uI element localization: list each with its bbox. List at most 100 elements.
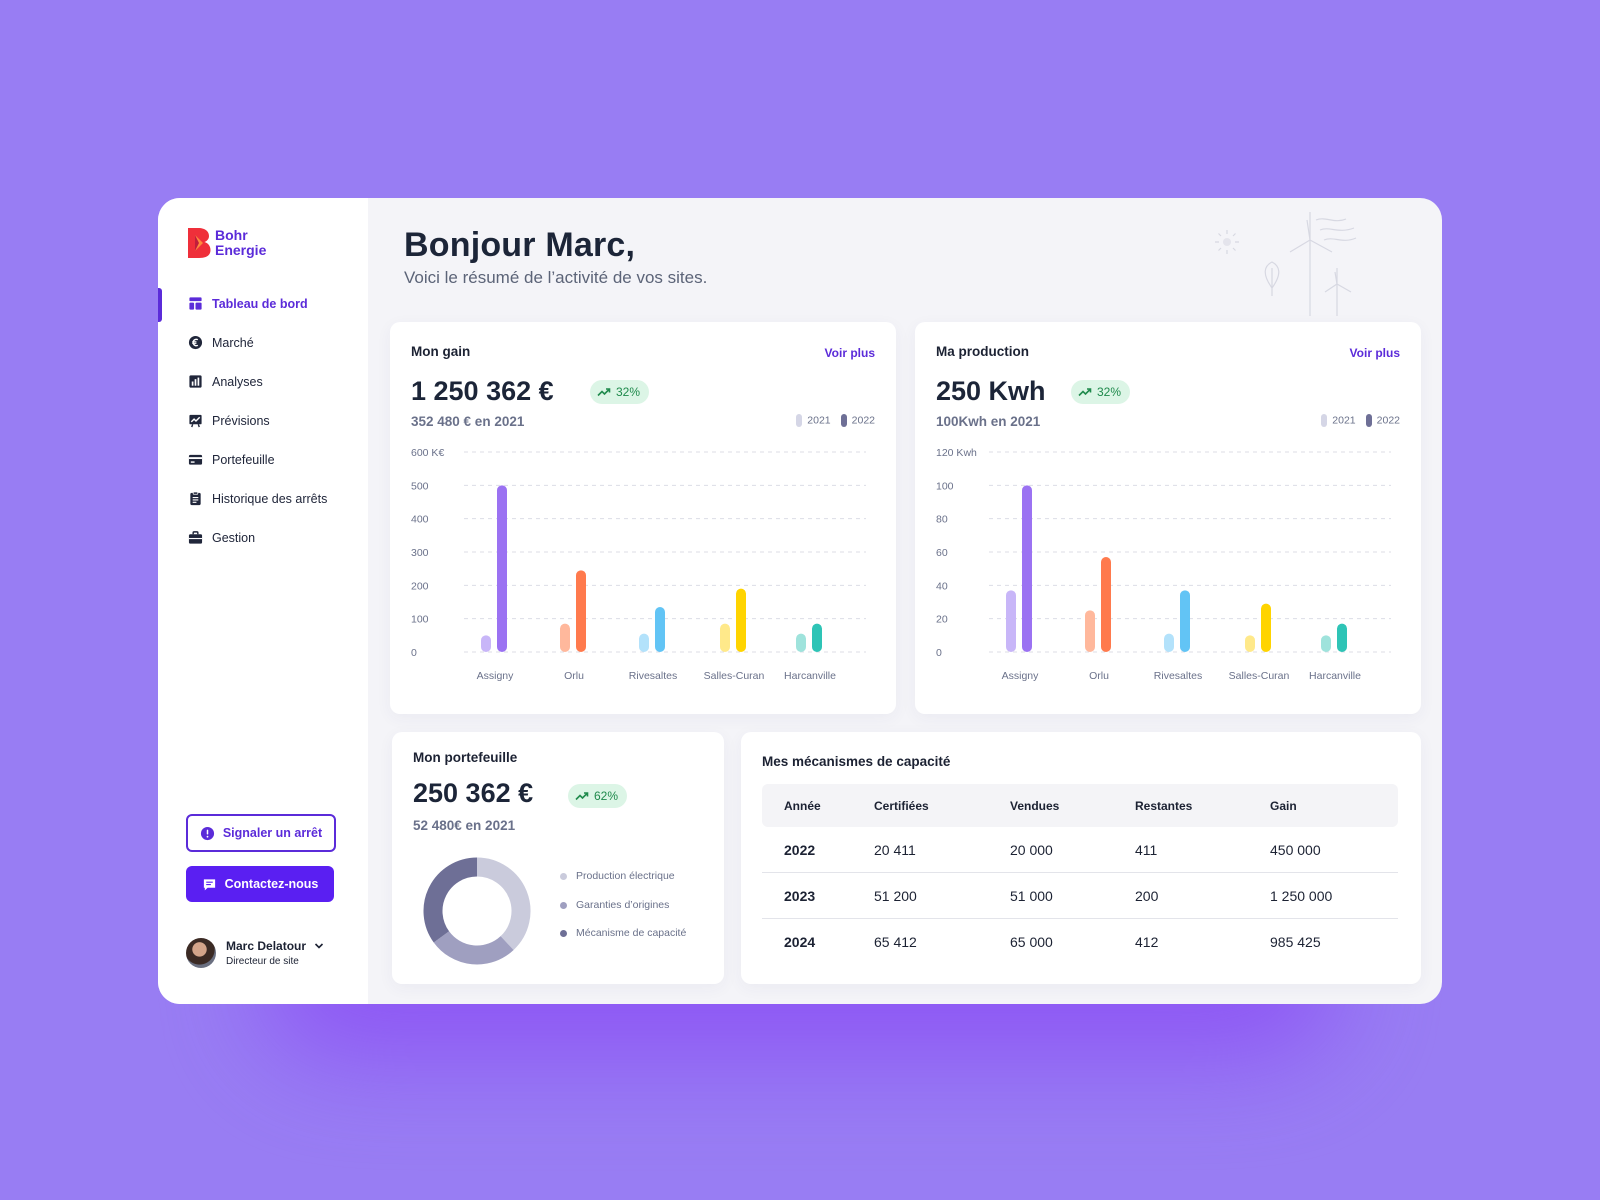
table-cell: 20 000 (1010, 841, 1053, 858)
report-stop-button[interactable]: Signaler un arrêt (186, 814, 336, 852)
trend-value: 32% (616, 385, 641, 399)
gain-value: 1 250 362 € (411, 376, 554, 406)
capacity-card: Mes mécanismes de capacité Année Certifi… (741, 732, 1421, 984)
briefcase-icon (188, 530, 203, 545)
user-menu[interactable]: Marc Delatour Directeur de site (186, 938, 324, 968)
column-header: Année (784, 798, 821, 813)
bar-2022-harcanville[interactable] (812, 623, 822, 652)
avatar (186, 938, 216, 968)
nav-item-stop-history[interactable]: Historique des arrêts (158, 479, 368, 518)
trend-value: 32% (1097, 385, 1122, 399)
nav-label: Historique des arrêts (212, 491, 328, 506)
chat-icon (203, 878, 215, 890)
x-tick-label: Assigny (1002, 670, 1040, 682)
trend-up-icon (575, 792, 589, 801)
contact-button[interactable]: Contactez-nous (186, 866, 334, 902)
brand-logo[interactable]: Bohr Energie (186, 226, 266, 260)
app-window: Bohr Energie Tableau de bord Marché (158, 198, 1442, 1004)
page-subtitle: Voici le résumé de l’activité de vos sit… (404, 268, 708, 287)
bar-2022-salles-curan[interactable] (1261, 603, 1271, 652)
trend-badge: 32% (1071, 380, 1131, 404)
donut-slice-1[interactable] (433, 930, 514, 965)
production-previous-year: 100Kwh en 2021 (936, 414, 1041, 429)
table-row[interactable]: 2022 20 411 20 000 411 450 000 (762, 827, 1398, 873)
production-see-more-link[interactable]: Voir plus (1349, 346, 1400, 360)
dashboard-icon (188, 296, 203, 311)
y-tick-label: 600 K€ (411, 447, 444, 459)
brand-name-line1: Bohr (215, 227, 248, 243)
legend-item-2021: 2021 (1321, 414, 1356, 427)
x-tick-label: Harcanville (784, 670, 836, 682)
brand-logo-icon (188, 228, 211, 258)
bar-2022-orlu[interactable] (576, 570, 586, 652)
bar-2021-orlu[interactable] (1085, 610, 1095, 652)
bar-2021-orlu[interactable] (560, 623, 570, 652)
nav-item-forecasts[interactable]: Prévisions (158, 401, 368, 440)
y-tick-label: 500 (411, 480, 429, 492)
nav-item-portfolio[interactable]: Portefeuille (158, 440, 368, 479)
portfolio-card: Mon portefeuille 250 362 € 62% 52 480€ e… (392, 732, 724, 984)
gain-see-more-link[interactable]: Voir plus (824, 346, 875, 360)
nav-item-dashboard[interactable]: Tableau de bord (158, 284, 368, 323)
bar-2022-rivesaltes[interactable] (655, 607, 665, 652)
donut-slice-2[interactable] (423, 857, 478, 943)
bar-2022-rivesaltes[interactable] (1180, 590, 1190, 652)
trend-value: 62% (594, 789, 619, 803)
bar-2022-harcanville[interactable] (1337, 623, 1347, 652)
gain-previous-year: 352 480 € en 2021 (411, 414, 525, 429)
euro-icon (188, 335, 203, 350)
y-tick-label: 100 (936, 480, 954, 492)
legend-item-production: Production électrique (560, 870, 675, 882)
column-header: Certifiées (874, 798, 929, 813)
forecast-icon (188, 413, 203, 428)
y-tick-label: 200 (411, 580, 429, 592)
trend-badge: 62% (568, 784, 628, 808)
alert-icon (200, 826, 214, 840)
table-cell: 2022 (784, 841, 816, 858)
bar-2021-rivesaltes[interactable] (1164, 633, 1174, 652)
bar-2022-salles-curan[interactable] (736, 588, 746, 652)
bar-2021-salles-curan[interactable] (1245, 635, 1255, 652)
table-row[interactable]: 2024 65 412 65 000 412 985 425 (762, 919, 1398, 965)
legend-item-2022: 2022 (1365, 414, 1400, 427)
gain-bar-chart: 0 100 200 300 400 500 600 K€ Assigny Orlu Rivesal… (411, 447, 866, 682)
bar-2021-harcanville[interactable] (796, 633, 806, 652)
table-cell: 1 250 000 (1270, 887, 1333, 904)
table-cell: 985 425 (1270, 934, 1321, 950)
production-card: Ma production Voir plus 250 Kwh 32% 100K… (915, 322, 1421, 714)
nav-item-analyses[interactable]: Analyses (158, 362, 368, 401)
nav-label: Analyses (212, 374, 263, 389)
x-tick-label: Orlu (1089, 670, 1109, 682)
production-bar-chart: 0 20 40 60 80 100 120 Kwh Assigny Orlu Rivesaltes… (936, 447, 1391, 682)
bar-2021-salles-curan[interactable] (720, 623, 730, 652)
nav-item-market[interactable]: Marché (158, 323, 368, 362)
table-cell: 200 (1135, 887, 1159, 904)
user-role: Directeur de site (226, 956, 299, 967)
legend-item-capacity: Mécanisme de capacité (560, 927, 686, 939)
bar-2021-rivesaltes[interactable] (639, 633, 649, 652)
bar-2021-harcanville[interactable] (1321, 635, 1331, 652)
portfolio-previous-year: 52 480€ en 2021 (413, 818, 516, 833)
y-tick-label: 120 Kwh (936, 447, 977, 459)
portfolio-donut-chart (423, 857, 531, 965)
contact-label: Contactez-nous (224, 877, 319, 891)
bar-2022-assigny[interactable] (497, 485, 507, 652)
x-tick-label: Rivesaltes (629, 670, 677, 682)
chevron-down-icon (314, 943, 324, 949)
nav-item-management[interactable]: Gestion (158, 518, 368, 557)
bar-2022-assigny[interactable] (1022, 485, 1032, 652)
table-cell: 20 411 (874, 841, 916, 858)
trend-up-icon (597, 388, 611, 397)
y-tick-label: 20 (936, 614, 948, 626)
bar-2022-orlu[interactable] (1101, 557, 1111, 652)
column-header: Restantes (1135, 798, 1193, 813)
x-tick-label: Rivesaltes (1154, 670, 1202, 682)
bar-2021-assigny[interactable] (481, 635, 491, 652)
nav-label: Tableau de bord (212, 296, 308, 311)
donut-slice-0[interactable] (476, 857, 531, 950)
main-nav: Tableau de bord Marché Analyses Prévisio… (158, 284, 368, 557)
card-title: Mon portefeuille (413, 750, 518, 765)
gain-card: Mon gain Voir plus 1 250 362 € 32% 352 4… (390, 322, 896, 714)
bar-2021-assigny[interactable] (1006, 590, 1016, 652)
table-row[interactable]: 2023 51 200 51 000 200 1 250 000 (762, 873, 1398, 919)
